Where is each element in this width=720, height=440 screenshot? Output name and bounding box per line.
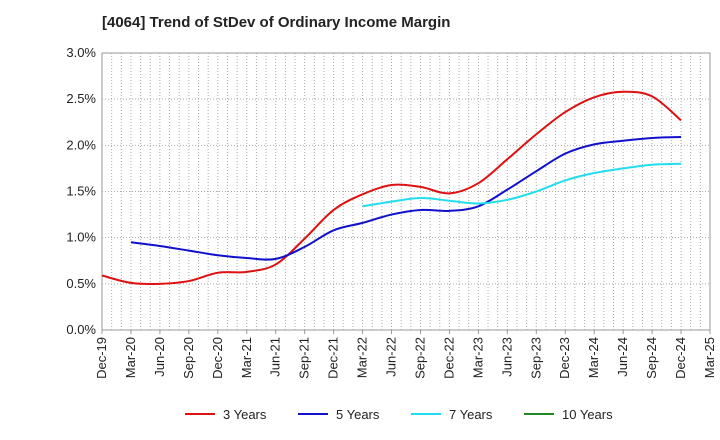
legend-label-10-years: 10 Years xyxy=(562,407,613,422)
x-tick-label: Mar-21 xyxy=(239,337,254,378)
x-tick-label: Sep-24 xyxy=(644,337,659,379)
x-tick-label: Mar-22 xyxy=(355,337,370,378)
x-tick-label: Mar-23 xyxy=(470,337,485,378)
chart-title: [4064] Trend of StDev of Ordinary Income… xyxy=(102,14,451,31)
x-tick-label: Mar-24 xyxy=(586,337,601,378)
y-axis: 0.0% 0.5% 1.0% 1.5% 2.0% 2.5% 3.0% xyxy=(66,45,96,337)
plot-frame xyxy=(101,52,711,331)
x-tick-label: Jun-20 xyxy=(152,337,167,377)
series-line-7-years xyxy=(362,162,682,208)
legend: 3 Years 5 Years 7 Years 10 Years xyxy=(185,407,613,422)
x-tick-label: Sep-22 xyxy=(412,337,427,379)
y-tick-label: 1.0% xyxy=(66,230,96,245)
x-tick-label: Sep-23 xyxy=(528,337,543,379)
y-tick-label: 0.0% xyxy=(66,322,96,337)
x-tick-label: Dec-23 xyxy=(557,337,572,379)
legend-label-7-years: 7 Years xyxy=(449,407,493,422)
series-line-5-years xyxy=(130,136,682,261)
x-tick-label: Mar-20 xyxy=(123,337,138,378)
x-tick-label: Sep-20 xyxy=(181,337,196,379)
legend-label-5-years: 5 Years xyxy=(336,407,380,422)
y-tick-label: 1.5% xyxy=(66,184,96,199)
y-tick-label: 2.0% xyxy=(66,137,96,152)
y-tick-label: 0.5% xyxy=(66,276,96,291)
x-tick-label: Sep-21 xyxy=(297,337,312,379)
x-tick-label: Dec-24 xyxy=(673,337,688,379)
y-tick-label: 2.5% xyxy=(66,91,96,106)
series-layer xyxy=(101,90,682,286)
x-tick-label: Mar-25 xyxy=(702,337,717,378)
y-tick-label: 3.0% xyxy=(66,45,96,60)
x-tick-label: Jun-21 xyxy=(268,337,283,377)
x-axis: Dec-19 Mar-20 Jun-20 Sep-20 Dec-20 Mar-21 Jun-… xyxy=(94,330,717,379)
x-tick-label: Jun-22 xyxy=(384,337,399,377)
grid-layer xyxy=(102,53,710,330)
x-tick-label: Dec-20 xyxy=(210,337,225,379)
x-tick-label: Dec-21 xyxy=(326,337,341,379)
x-tick-label: Dec-22 xyxy=(441,337,456,379)
legend-label-3-years: 3 Years xyxy=(223,407,267,422)
x-tick-label: Dec-19 xyxy=(94,337,109,379)
x-tick-label: Jun-23 xyxy=(499,337,514,377)
x-tick-label: Jun-24 xyxy=(615,337,630,377)
series-line-3-years xyxy=(101,90,682,286)
